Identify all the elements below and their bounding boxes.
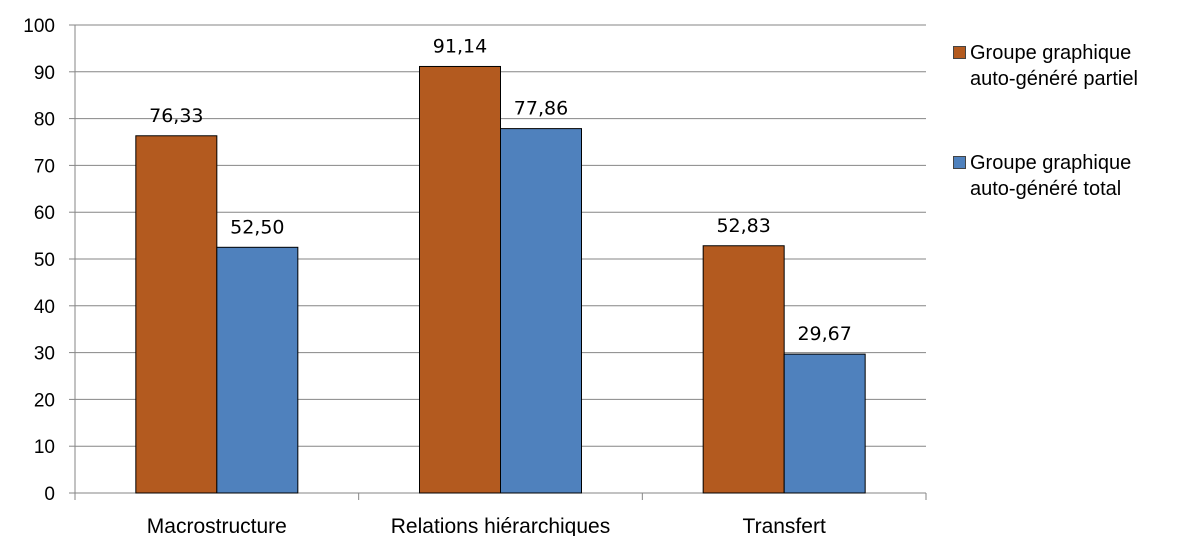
bar-total-2 bbox=[783, 353, 866, 494]
category-label: Transfert bbox=[743, 515, 826, 536]
data-label: 77,86 bbox=[514, 98, 568, 120]
data-label: 52,50 bbox=[230, 216, 284, 238]
y-tick-label: 30 bbox=[34, 344, 55, 365]
legend-swatch-partiel bbox=[953, 46, 966, 59]
y-tick-label: 90 bbox=[34, 63, 55, 84]
bar-total-1 bbox=[500, 128, 582, 494]
bar-partiel-1 bbox=[419, 65, 501, 494]
y-tick-label: 40 bbox=[34, 297, 55, 318]
data-label: 76,33 bbox=[149, 105, 203, 127]
legend-label-line1: Groupe graphique bbox=[970, 152, 1132, 174]
legend-label-line1: Groupe graphique bbox=[970, 42, 1132, 64]
y-tick-label: 50 bbox=[34, 250, 55, 271]
y-tick-label: 80 bbox=[34, 110, 55, 131]
data-label: 91,14 bbox=[433, 35, 487, 57]
y-tick-label: 70 bbox=[34, 156, 55, 177]
bar-total-0 bbox=[216, 246, 299, 494]
y-tick-label: 10 bbox=[34, 437, 55, 458]
y-tick-label: 60 bbox=[34, 203, 55, 224]
category-label: Macrostructure bbox=[147, 515, 287, 536]
data-label: 52,83 bbox=[716, 215, 770, 237]
legend: Groupe graphique auto-généré partiel Gro… bbox=[953, 40, 1193, 260]
y-tick-label: 20 bbox=[34, 390, 55, 411]
legend-item-partiel: Groupe graphique auto-généré partiel bbox=[953, 40, 1193, 92]
legend-label-line2: auto-généré partiel bbox=[970, 68, 1138, 90]
legend-item-total: Groupe graphique auto-généré total bbox=[953, 150, 1193, 202]
labels: 0 10 20 30 40 50 60 70 80 90 100 76,33 52,50 Macrostr… bbox=[23, 16, 852, 536]
y-tick-label: 0 bbox=[44, 484, 55, 505]
category-label: Relations hiérarchiques bbox=[391, 515, 610, 536]
bar-partiel-0 bbox=[135, 135, 218, 494]
data-label: 29,67 bbox=[797, 323, 851, 345]
legend-swatch-total bbox=[953, 156, 966, 169]
legend-label-line2: auto-généré total bbox=[970, 178, 1122, 200]
y-tick-label: 100 bbox=[23, 16, 55, 37]
bar-partiel-2 bbox=[702, 245, 785, 494]
bars bbox=[135, 65, 866, 494]
